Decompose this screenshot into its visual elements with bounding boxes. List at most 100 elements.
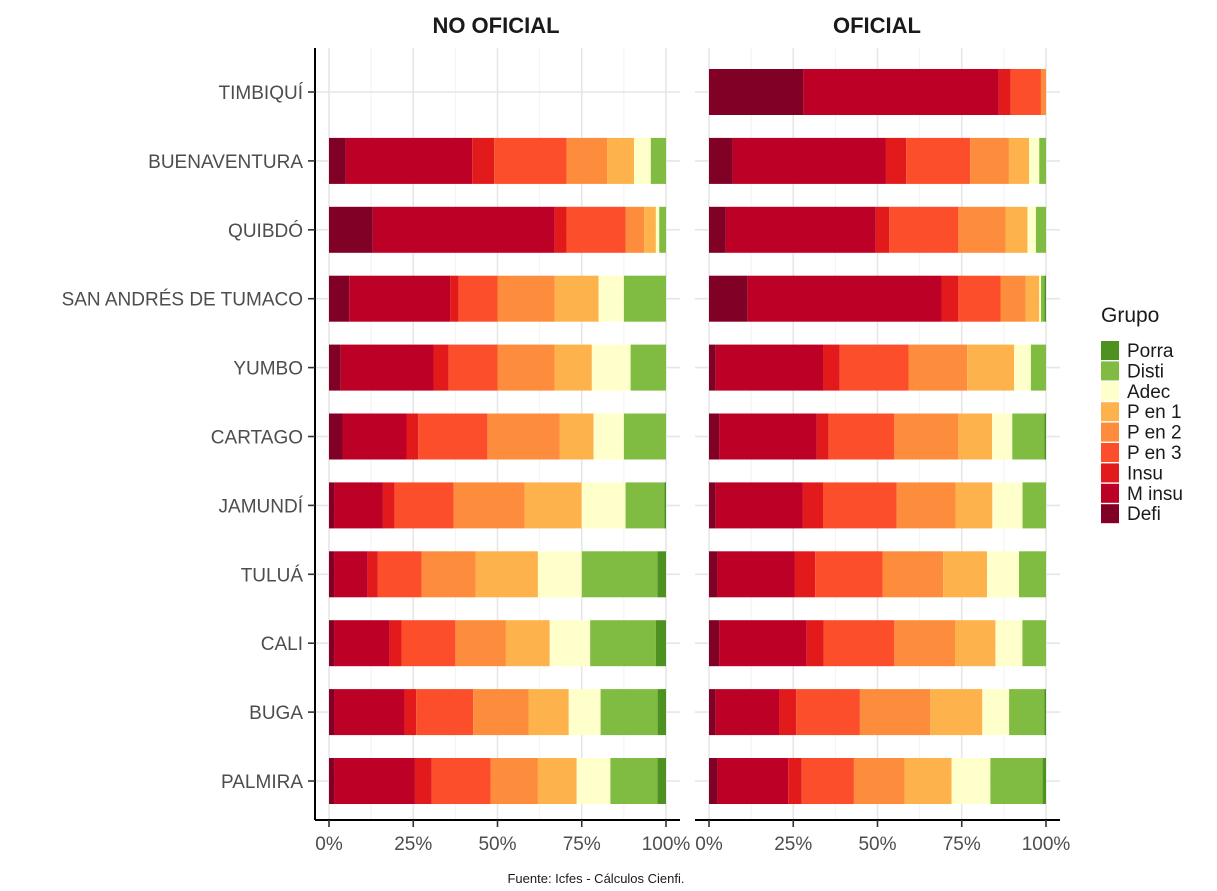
- legend-label-adec: Adec: [1127, 382, 1170, 403]
- bar-segment-oficial-tulua-insu: [794, 551, 816, 598]
- bar-segment-oficial-buga-p-en-2: [859, 689, 931, 736]
- bar-segment-oficial-yumbo-disti: [1030, 344, 1046, 391]
- legend-label-p-en-2: P en 2: [1127, 423, 1182, 444]
- x-tick-label: 50%: [858, 834, 896, 855]
- bar-segment-oficial-timbiqui-p-en-3: [1010, 69, 1041, 115]
- bar-segment-oficial-buenaventura-defi: [709, 137, 733, 184]
- bar-segment-oficial-buga-adec: [982, 689, 1010, 736]
- bar-segment-oficial-palmira-insu: [788, 758, 802, 804]
- bar-segment-oficial-cartago-defi: [709, 413, 720, 460]
- bar-segment-oficial-timbiqui-insu: [998, 69, 1011, 115]
- bar-segment-oficial-palmira-adec: [951, 758, 991, 804]
- y-tick-label-jamundi: JAMUNDÍ: [219, 496, 304, 517]
- bar-segment-no-oficial-yumbo-p-en-1: [554, 344, 592, 391]
- bar-segment-no-oficial-quibdo-m-insu: [372, 206, 555, 253]
- legend-swatch-defi: [1101, 504, 1119, 524]
- bar-segment-oficial-san-andres-de-tumaco-porra: [1044, 275, 1046, 322]
- bar-segment-oficial-san-andres-de-tumaco-disti: [1040, 275, 1045, 322]
- bar-segment-oficial-cartago-p-en-1: [958, 413, 993, 460]
- bar-segment-oficial-yumbo-insu: [823, 344, 840, 391]
- legend-swatch-adec: [1101, 381, 1119, 401]
- bar-segment-no-oficial-buga-insu: [404, 689, 417, 736]
- bar-segment-oficial-palmira-defi: [709, 758, 718, 804]
- bar-segment-oficial-buga-defi: [709, 689, 716, 736]
- facet-title-oficial: OFICIAL: [833, 13, 921, 38]
- bar-segment-no-oficial-tulua-p-en-1: [475, 551, 538, 598]
- x-tick-label: 100%: [642, 834, 691, 855]
- bar-segment-oficial-buga-disti: [1009, 689, 1045, 736]
- legend-label-disti: Disti: [1127, 361, 1164, 382]
- bar-segment-oficial-tulua-m-insu: [717, 551, 795, 598]
- bar-segment-oficial-cali-p-en-2: [894, 620, 956, 667]
- bar-segment-no-oficial-palmira-p-en-2: [490, 758, 538, 804]
- bar-segment-no-oficial-cali-p-en-2: [455, 620, 506, 667]
- bar-segment-no-oficial-san-andres-de-tumaco-insu: [450, 275, 459, 322]
- bar-segment-oficial-buenaventura-disti: [1039, 137, 1046, 184]
- bar-segment-no-oficial-buenaventura-defi: [329, 137, 346, 184]
- bar-segment-oficial-buga-p-en-1: [930, 689, 983, 736]
- bar-segment-no-oficial-tulua-defi: [329, 551, 335, 598]
- bar-segment-oficial-buenaventura-p-en-1: [1008, 137, 1030, 184]
- bar-segment-oficial-san-andres-de-tumaco-p-en-2: [1000, 275, 1026, 322]
- bar-segment-no-oficial-tulua-p-en-2: [421, 551, 476, 598]
- bar-segment-no-oficial-yumbo-insu: [433, 344, 449, 391]
- bar-segment-no-oficial-yumbo-defi: [329, 344, 341, 391]
- bar-segment-no-oficial-buga-p-en-2: [473, 689, 529, 736]
- x-tick-label: 25%: [394, 834, 432, 855]
- bar-segment-no-oficial-buga-adec: [568, 689, 601, 736]
- bar-segment-no-oficial-buenaventura-p-en-3: [494, 137, 567, 184]
- bar-segment-no-oficial-jamundi-insu: [382, 482, 395, 529]
- bar-segment-oficial-yumbo-p-en-1: [967, 344, 1015, 391]
- bar-segment-no-oficial-jamundi-p-en-2: [453, 482, 525, 529]
- legend-swatch-p-en-1: [1101, 402, 1119, 422]
- y-tick-label-buga: BUGA: [249, 703, 303, 724]
- bar-segment-oficial-san-andres-de-tumaco-insu: [941, 275, 959, 322]
- bar-segment-no-oficial-quibdo-adec: [655, 206, 660, 253]
- bar-segment-no-oficial-san-andres-de-tumaco-adec: [598, 275, 624, 322]
- bar-segment-no-oficial-jamundi-p-en-1: [524, 482, 582, 529]
- bar-segment-oficial-jamundi-disti: [1022, 482, 1046, 529]
- bar-segment-oficial-jamundi-adec: [992, 482, 1023, 529]
- bar-segment-oficial-buga-insu: [779, 689, 797, 736]
- bar-segment-oficial-quibdo-insu: [875, 206, 890, 253]
- bar-segment-oficial-palmira-p-en-2: [853, 758, 905, 804]
- bar-segment-no-oficial-buga-defi: [329, 689, 335, 736]
- bar-segment-oficial-yumbo-adec: [1014, 344, 1031, 391]
- bar-segment-no-oficial-cali-porra: [655, 620, 666, 667]
- bar-segment-oficial-buga-m-insu: [715, 689, 780, 736]
- bar-segment-oficial-quibdo-p-en-3: [889, 206, 959, 253]
- bar-segment-no-oficial-buga-p-en-3: [416, 689, 474, 736]
- bar-segment-no-oficial-quibdo-disti: [659, 206, 666, 253]
- bar-segment-oficial-buenaventura-m-insu: [732, 137, 886, 184]
- bar-segment-oficial-quibdo-p-en-2: [958, 206, 1006, 253]
- bar-segment-no-oficial-palmira-p-en-3: [431, 758, 491, 804]
- bar-segment-no-oficial-cali-m-insu: [334, 620, 390, 667]
- bar-segment-oficial-palmira-m-insu: [717, 758, 789, 804]
- bar-segment-oficial-palmira-p-en-1: [904, 758, 952, 804]
- bar-segment-no-oficial-quibdo-p-en-3: [566, 206, 626, 253]
- bar-segment-no-oficial-cali-insu: [389, 620, 402, 667]
- bar-segment-oficial-quibdo-disti: [1035, 206, 1046, 253]
- bar-segment-no-oficial-jamundi-disti: [625, 482, 665, 529]
- bar-segment-oficial-buenaventura-adec: [1029, 137, 1040, 184]
- bar-segment-no-oficial-cali-defi: [329, 620, 335, 667]
- bar-segment-oficial-cali-insu: [806, 620, 824, 667]
- bar-segment-oficial-cartago-disti: [1012, 413, 1045, 460]
- legend-title: Grupo: [1101, 304, 1159, 327]
- bar-segment-no-oficial-yumbo-disti: [630, 344, 666, 391]
- legend-label-insu: Insu: [1127, 463, 1163, 484]
- x-tick-label: 100%: [1022, 834, 1071, 855]
- bar-segment-no-oficial-buenaventura-p-en-1: [607, 137, 634, 184]
- bar-segment-oficial-cali-disti: [1022, 620, 1046, 667]
- bar-segment-no-oficial-jamundi-porra: [664, 482, 666, 529]
- bar-segment-no-oficial-tulua-insu: [367, 551, 378, 598]
- y-tick-label-buenaventura: BUENAVENTURA: [148, 152, 303, 173]
- x-tick-label: 0%: [695, 834, 723, 855]
- bar-segment-no-oficial-cartago-adec: [593, 413, 624, 460]
- bar-segment-oficial-cali-defi: [709, 620, 720, 667]
- bar-segment-oficial-palmira-porra: [1042, 758, 1046, 804]
- bar-segment-oficial-yumbo-p-en-2: [908, 344, 968, 391]
- bar-segment-oficial-tulua-adec: [987, 551, 1020, 598]
- bar-segment-oficial-cali-adec: [995, 620, 1023, 667]
